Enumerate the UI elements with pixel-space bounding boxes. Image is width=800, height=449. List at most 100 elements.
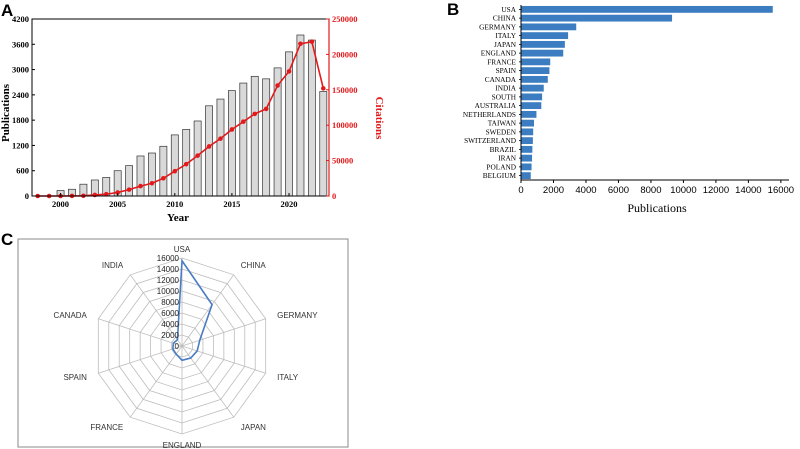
a-citation-point	[298, 41, 303, 47]
c-radial-tick-label: 8000	[161, 298, 179, 307]
b-x-tick-label: 16000	[768, 185, 794, 196]
chart-c-radar: 0 2000 4000 6000 8000 10000 12000 14000 16000USA…	[17, 238, 349, 449]
a-citation-point	[172, 168, 178, 174]
b-x-tick-label: 0	[518, 185, 523, 196]
a-y-tick-label: 3000	[12, 65, 29, 75]
b-bar	[521, 5, 773, 13]
c-radial-tick-label: 12000	[157, 276, 180, 285]
c-category-label: GERMANY	[277, 311, 318, 320]
b-x-tick-label: 8000	[640, 185, 661, 196]
a-citation-point	[229, 127, 235, 132]
a-publication-bar	[216, 98, 225, 197]
a-y-tick-label: 3600	[12, 39, 29, 49]
a-citation-point	[195, 153, 200, 158]
a-citation-point	[309, 39, 315, 44]
b-category-label: FRANCE	[487, 57, 516, 66]
a-publication-bar	[193, 120, 202, 197]
a-publication-bar	[307, 39, 316, 197]
b-x-axis-label: Publications	[627, 201, 687, 215]
b-category-label: GERMANY	[479, 22, 517, 31]
c-radial-tick-label: 6000	[161, 309, 179, 318]
a-y-axis-label: Publications	[0, 83, 12, 142]
b-category-label: CANADA	[485, 75, 517, 84]
c-spoke	[181, 345, 235, 418]
a-citation-point	[263, 106, 269, 112]
b-category-label: SWITZERLAND	[464, 136, 516, 145]
chart-a-publications-citations: 0 600 1200 1800 2400 3000 3600 4200 0 50000 100000…	[0, 14, 385, 224]
panel-label-c: C	[1, 230, 13, 249]
a-publication-bar	[262, 78, 271, 197]
b-x-tick-label: 4000	[575, 185, 596, 196]
c-category-label: SPAIN	[63, 373, 87, 382]
panel-label-a: A	[1, 1, 13, 20]
c-category-label: FRANCE	[90, 423, 123, 432]
c-radial-tick-label: 0	[175, 342, 180, 351]
b-bar	[521, 93, 543, 101]
a-y2-tick-label: 0	[332, 191, 336, 201]
b-x-tick-label: 12000	[703, 185, 729, 196]
b-category-label: ENGLAND	[481, 49, 516, 58]
c-spoke	[129, 345, 183, 418]
a-citation-point	[252, 111, 258, 117]
panel-label-b: B	[447, 0, 459, 19]
a-x-tick-label: 2015	[223, 199, 240, 209]
b-bar	[521, 32, 569, 40]
c-radial-tick-label: 10000	[157, 287, 180, 296]
c-category-label: INDIA	[102, 261, 124, 270]
a-publication-bar	[228, 90, 236, 197]
b-bar	[521, 102, 542, 110]
a-citation-point	[115, 190, 120, 195]
c-spoke	[181, 274, 235, 347]
a-citation-point	[183, 161, 189, 167]
b-category-label: NETHERLANDS	[463, 110, 516, 119]
b-bar	[521, 172, 531, 180]
c-spoke	[181, 318, 266, 347]
b-category-label: ITALY	[495, 31, 516, 40]
b-bar	[521, 110, 537, 118]
a-y-tick-label: 0	[25, 191, 29, 201]
a-publication-bar	[136, 155, 145, 197]
c-frame	[17, 238, 349, 448]
b-category-label: BRAZIL	[490, 145, 517, 154]
c-category-label: CHINA	[241, 261, 267, 270]
a-citation-point	[138, 183, 143, 189]
a-x-tick-label: 2020	[281, 199, 298, 209]
a-citation-point	[241, 119, 246, 124]
a-publication-bar	[239, 82, 248, 197]
a-y2-tick-label: 100000	[332, 120, 358, 130]
b-bar	[521, 23, 577, 31]
b-bar	[521, 163, 532, 171]
b-category-label: CHINA	[493, 14, 517, 23]
b-bar	[521, 49, 564, 57]
b-category-label: TAIWAN	[488, 119, 517, 128]
a-citation-point	[103, 191, 109, 197]
b-category-label: SWEDEN	[486, 127, 517, 136]
a-citation-point	[92, 192, 98, 198]
b-category-label: JAPAN	[494, 40, 517, 49]
c-category-label: CANADA	[54, 311, 88, 320]
b-bar	[521, 119, 534, 127]
a-citation-point	[206, 144, 212, 149]
b-category-label: SOUTH	[492, 92, 517, 101]
a-citation-point	[161, 176, 166, 181]
c-spoke	[98, 318, 183, 347]
b-bar	[521, 67, 550, 75]
b-bar	[521, 40, 565, 48]
a-publication-bar	[159, 145, 168, 197]
a-publication-bar	[170, 134, 179, 197]
c-category-label: ENGLAND	[163, 441, 202, 449]
b-bar	[521, 75, 548, 83]
a-citation-point	[126, 187, 132, 192]
a-y-tick-label: 4200	[12, 14, 29, 24]
b-category-label: POLAND	[486, 162, 516, 171]
a-citation-point	[218, 136, 223, 141]
b-bar	[521, 145, 533, 153]
b-bar	[521, 128, 534, 136]
c-spoke	[129, 274, 183, 347]
c-spoke	[98, 345, 183, 374]
b-x-tick-label: 6000	[608, 185, 629, 196]
a-y-tick-label: 600	[16, 166, 29, 176]
c-data-polygon	[172, 258, 213, 362]
a-publication-bar	[250, 75, 259, 197]
